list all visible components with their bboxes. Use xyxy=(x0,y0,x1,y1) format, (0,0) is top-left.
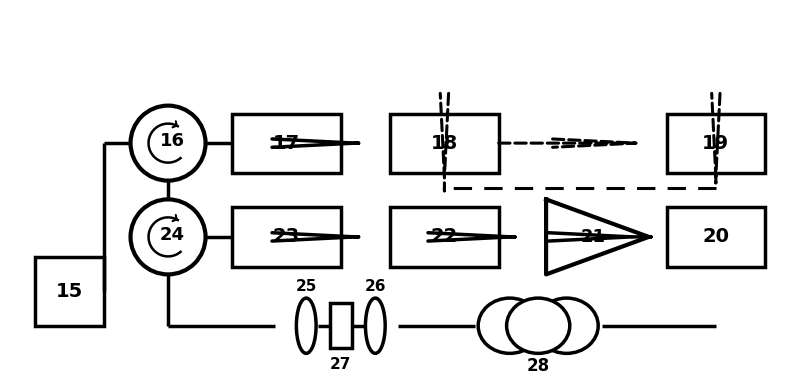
Text: 19: 19 xyxy=(702,134,730,153)
Text: 18: 18 xyxy=(430,134,458,153)
Polygon shape xyxy=(546,199,649,274)
Ellipse shape xyxy=(506,298,570,353)
Ellipse shape xyxy=(366,298,385,353)
Text: 17: 17 xyxy=(273,134,300,153)
Text: 24: 24 xyxy=(159,226,185,244)
Text: 21: 21 xyxy=(581,228,606,246)
Bar xyxy=(232,113,341,173)
Ellipse shape xyxy=(535,298,598,353)
Bar xyxy=(666,207,766,266)
Text: 22: 22 xyxy=(430,227,458,246)
Bar xyxy=(390,207,498,266)
Bar xyxy=(330,303,352,348)
Text: 28: 28 xyxy=(526,357,550,375)
Bar xyxy=(390,113,498,173)
Circle shape xyxy=(130,106,206,181)
Text: 23: 23 xyxy=(273,227,300,246)
Text: 15: 15 xyxy=(56,282,83,301)
Circle shape xyxy=(130,199,206,274)
Text: 27: 27 xyxy=(330,357,351,372)
Text: 20: 20 xyxy=(702,227,730,246)
Text: 25: 25 xyxy=(295,279,317,294)
Text: 26: 26 xyxy=(365,279,386,294)
Ellipse shape xyxy=(296,298,316,353)
Text: 16: 16 xyxy=(159,132,185,150)
Bar xyxy=(666,113,766,173)
Bar xyxy=(34,257,104,326)
Bar xyxy=(232,207,341,266)
Ellipse shape xyxy=(478,298,542,353)
